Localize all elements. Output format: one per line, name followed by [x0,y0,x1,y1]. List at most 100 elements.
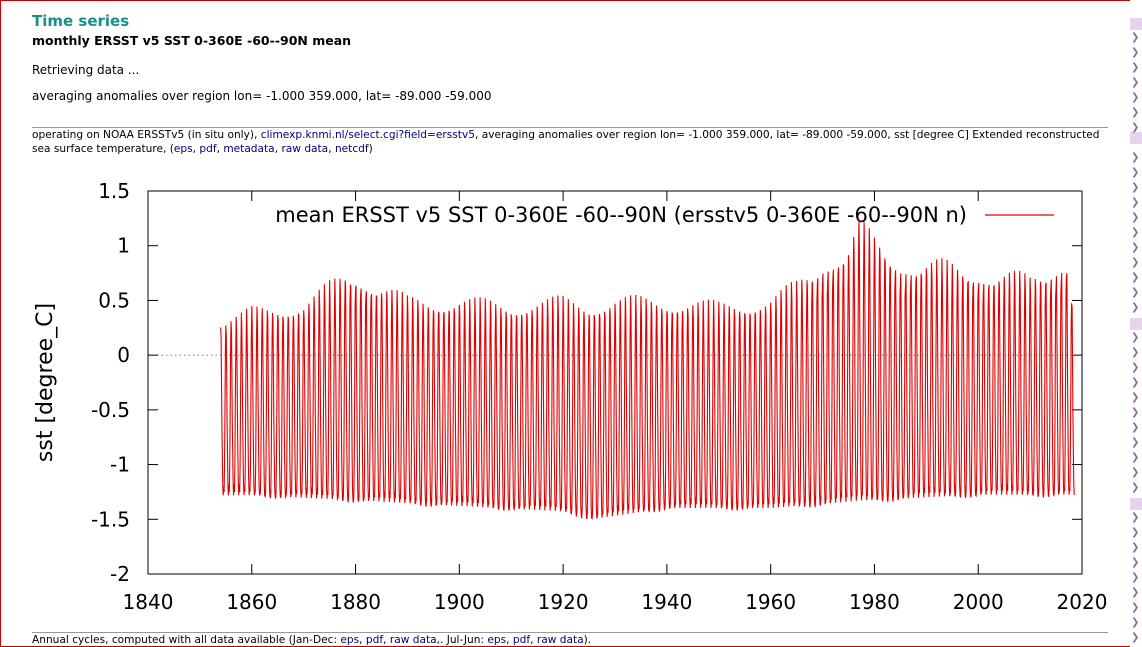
annual-sep: , [383,634,390,646]
chevron-right-icon[interactable]: ❯ [1131,242,1140,253]
chevron-right-icon[interactable]: ❯ [1131,437,1140,448]
metadata-link[interactable]: metadata [223,142,275,155]
annual-sep: , [530,634,537,646]
ops-sep: , [328,142,335,155]
chevron-right-icon[interactable]: ❯ [1131,77,1140,88]
pdf-link[interactable]: pdf [199,142,217,155]
ops-sep: , [192,142,200,155]
ops-sep: , [274,142,282,155]
annual-eps-link[interactable]: eps [340,634,360,646]
chevron-right-icon[interactable]: ❯ [1131,617,1140,628]
chevron-right-icon[interactable]: ❯ [1131,542,1140,553]
chevron-right-icon[interactable]: ❯ [1131,632,1140,643]
chevron-right-icon[interactable]: ❯ [1131,122,1140,133]
ops-close: ) [368,142,373,155]
sidebar-block [1130,18,1142,30]
annual-cycles-line: Annual cycles, computed with all data av… [32,634,591,646]
sidebar-block [1130,318,1142,330]
x-tick-label: 2020 [1057,590,1108,614]
annual-raw-link[interactable]: raw data [389,634,437,646]
chevron-right-icon[interactable]: ❯ [1131,557,1140,568]
chevron-right-icon[interactable]: ❯ [1131,452,1140,463]
y-tick-label: -2 [110,562,130,586]
chevron-right-icon[interactable]: ❯ [1131,182,1140,193]
sidebar-block [1130,132,1142,144]
chevron-right-icon[interactable]: ❯ [1131,482,1140,493]
sidebar-block [1130,498,1142,510]
divider-top [32,127,1108,128]
divider-bottom [32,632,1108,633]
annual-pdf-link[interactable]: pdf [365,634,384,646]
y-tick-label: 1.5 [98,179,130,203]
chevron-right-icon[interactable]: ❯ [1131,362,1140,373]
annual-close: ). [583,634,592,646]
chevron-right-icon[interactable]: ❯ [1131,152,1140,163]
annual-jj-eps-link[interactable]: eps [487,634,507,646]
annual-text-2: ,. Jul-Jun: [436,634,488,646]
chevron-right-icon[interactable]: ❯ [1131,527,1140,538]
operation-description: operating on NOAA ERSSTv5 (in situ only)… [32,129,1110,156]
chevron-right-icon[interactable]: ❯ [1131,167,1140,178]
chevron-right-icon[interactable]: ❯ [1131,587,1140,598]
x-tick-label: 1880 [330,590,381,614]
chevron-right-icon[interactable]: ❯ [1131,602,1140,613]
status-averaging: averaging anomalies over region lon= -1.… [32,89,492,103]
chevron-right-icon[interactable]: ❯ [1131,32,1140,43]
chevron-right-icon[interactable]: ❯ [1131,212,1140,223]
chevron-right-icon[interactable]: ❯ [1131,92,1140,103]
chevron-right-icon[interactable]: ❯ [1131,302,1140,313]
chevron-right-icon[interactable]: ❯ [1131,47,1140,58]
chevron-right-icon[interactable]: ❯ [1131,272,1140,283]
chevron-right-icon[interactable]: ❯ [1131,422,1140,433]
series-line [220,219,1075,520]
x-tick-label: 1860 [226,590,277,614]
annual-text-1: Annual cycles, computed with all data av… [32,634,341,646]
annual-sep: , [506,634,513,646]
x-tick-label: 2000 [953,590,1004,614]
chevron-right-icon[interactable]: ❯ [1131,407,1140,418]
chevron-right-icon[interactable]: ❯ [1131,287,1140,298]
x-tick-label: 1920 [538,590,589,614]
time-series-chart[interactable]: 1.5 1 0.5 0 -0.5 -1 -1.5 -2 1840 1860 1880 1900 1920… [32,172,1110,622]
ops-text-1: operating on NOAA ERSSTv5 (in situ only)… [32,129,261,141]
y-axis-label: sst [degree_C] [33,303,58,462]
chevron-right-icon[interactable]: ❯ [1131,107,1140,118]
annual-jj-pdf-link[interactable]: pdf [512,634,531,646]
y-tick-label: 1 [117,234,130,258]
y-tick-label: -1 [110,453,130,477]
chevron-right-icon[interactable]: ❯ [1131,467,1140,478]
chevron-right-icon[interactable]: ❯ [1131,572,1140,583]
y-tick-label: -1.5 [91,507,130,531]
annual-sep: , [359,634,366,646]
page-subtitle: monthly ERSST v5 SST 0-360E -60--90N mea… [32,33,352,48]
annual-jj-raw-link[interactable]: raw data [536,634,584,646]
netcdf-link[interactable]: netcdf [334,142,369,155]
chevron-right-icon[interactable]: ❯ [1131,347,1140,358]
chevron-right-icon[interactable]: ❯ [1131,332,1140,343]
plot-frame [147,190,1083,575]
select-link[interactable]: climexp.knmi.nl/select.cgi?field=ersstv5 [260,129,475,141]
chevron-right-icon[interactable]: ❯ [1131,62,1140,73]
y-tick-label: 0.5 [98,288,130,312]
chevron-right-icon[interactable]: ❯ [1131,197,1140,208]
x-tick-label: 1840 [123,590,174,614]
ops-sep: , [216,142,224,155]
raw-data-link[interactable]: raw data [281,142,329,155]
x-tick-label: 1900 [434,590,485,614]
ops-text-2: , averaging anomalies over region lon= -… [32,129,1100,155]
page-title: Time series [32,12,130,30]
eps-link[interactable]: eps [173,142,193,155]
legend-label: mean ERSST v5 SST 0-360E -60--90N (ersst… [275,203,967,227]
x-tick-label: 1960 [745,590,796,614]
x-tick-label: 1980 [849,590,900,614]
chevron-right-icon[interactable]: ❯ [1131,377,1140,388]
y-tick-label: -0.5 [91,398,130,422]
x-tick-label: 1940 [641,590,692,614]
chevron-right-icon[interactable]: ❯ [1131,392,1140,403]
chevron-right-icon[interactable]: ❯ [1131,257,1140,268]
status-retrieving: Retrieving data ... [32,63,140,77]
chevron-right-icon[interactable]: ❯ [1131,227,1140,238]
right-scroll-sidebar[interactable]: ❯ ❯ ❯ ❯ ❯ ❯ ❯ ❯ ❯ ❯ ❯ ❯ ❯ ❯ ❯ ❯ ❯ ❯ ❯ ❯ ❯ ❯ ❯ ❯ ❯ ❯ ❯ ❯ ❯ ❯ ❯ ❯ ❯ ❯ ❯ ❯ ❯ ❯ [1130,0,1142,647]
chevron-right-icon[interactable]: ❯ [1131,512,1140,523]
y-tick-label: 0 [117,343,130,367]
